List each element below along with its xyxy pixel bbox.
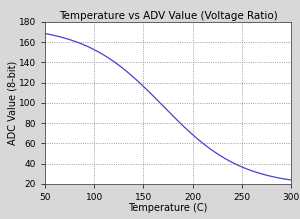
Y-axis label: ADC Value (8-bit): ADC Value (8-bit) [7, 61, 17, 145]
Title: Temperature vs ADV Value (Voltage Ratio): Temperature vs ADV Value (Voltage Ratio) [58, 11, 278, 21]
X-axis label: Temperature (C): Temperature (C) [128, 203, 208, 213]
